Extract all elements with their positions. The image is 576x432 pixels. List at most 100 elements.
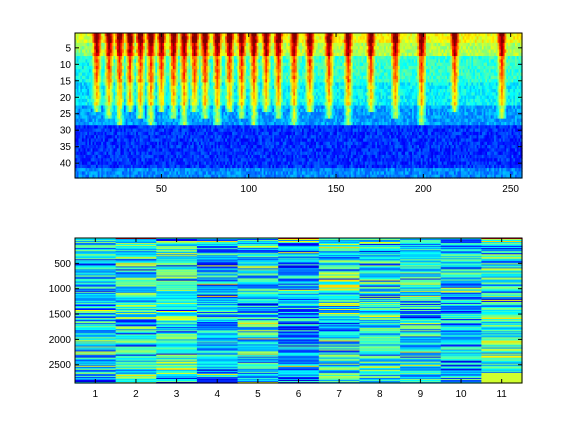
spectrogram-cell <box>251 69 254 74</box>
spectrogram-cell <box>391 36 394 41</box>
spectrogram-cell <box>366 62 369 67</box>
spectrogram-cell <box>317 52 321 57</box>
spectrogram-cell <box>212 62 216 67</box>
spectrogram-cell <box>108 62 111 67</box>
spectrogram-cell <box>83 79 87 84</box>
spectrogram-cell <box>162 56 165 60</box>
spectrogram-cell <box>502 75 506 80</box>
spectrogram-cell <box>169 46 172 51</box>
spectrogram-cell <box>429 42 432 47</box>
spectrogram-cell <box>134 79 137 84</box>
spectrogram-cell <box>176 89 179 93</box>
spectrogram-cell <box>455 59 458 64</box>
spectrogram-cell <box>457 56 460 60</box>
spectrogram-cell <box>237 72 240 77</box>
spectrogram-cell <box>467 92 471 97</box>
spectrogram-cell <box>352 79 355 84</box>
spectrogram-cell <box>504 56 507 60</box>
spectrogram-cell <box>452 56 455 60</box>
spectrogram-cell <box>357 46 361 51</box>
spectrogram-cell <box>249 36 252 41</box>
spectrogram-cell <box>185 46 188 51</box>
spectrogram-cell <box>385 49 389 54</box>
spectrogram-cell <box>448 92 452 97</box>
spectrogram-cell <box>190 79 193 84</box>
spectrogram-cell <box>260 36 263 41</box>
spectrogram-cell <box>233 69 237 74</box>
spectrogram-cell <box>87 85 90 90</box>
spectrogram-cell <box>115 39 118 44</box>
spectrogram-cell <box>322 36 326 41</box>
spectrogram-cell <box>300 56 303 60</box>
spectrogram-cell <box>317 79 321 84</box>
spectrogram-cell <box>127 56 130 60</box>
spectrogram-cell <box>502 72 506 77</box>
spectrogram-cell <box>281 49 284 54</box>
spectrogram-cell <box>88 95 92 100</box>
spectrogram-cell <box>123 56 127 60</box>
spectrogram-cell <box>132 42 135 47</box>
spectrogram-cell <box>406 85 410 90</box>
spectrogram-cell <box>307 89 310 93</box>
spectrogram-cell <box>75 36 78 41</box>
spectrogram-cell <box>122 85 125 90</box>
spectrogram-cell <box>223 89 226 93</box>
spectrogram-cell <box>249 75 252 80</box>
spectrogram-cell <box>389 46 392 51</box>
spectrogram-cell <box>256 75 259 80</box>
spectrogram-cell <box>349 72 352 77</box>
spectrogram-cell <box>399 92 403 97</box>
spectrogram-cell <box>254 69 258 74</box>
spectrogram-cell <box>81 92 85 97</box>
spectrogram-cell <box>434 62 438 67</box>
spectrogram-cell <box>405 69 408 74</box>
spectrogram-cell <box>157 65 160 70</box>
spectrogram-cell <box>403 33 406 37</box>
spectrogram-cell <box>466 49 469 54</box>
spectrogram-cell <box>225 49 228 54</box>
spectrogram-cell <box>506 59 509 64</box>
spectrogram-cell <box>225 39 228 44</box>
spectrogram-cell <box>148 95 151 100</box>
spectrogram-cell <box>150 39 153 44</box>
spectrogram-cell <box>90 52 94 57</box>
spectrogram-cell <box>197 75 200 80</box>
spectrogram-cell <box>148 49 151 54</box>
spectrogram-cell <box>165 79 169 84</box>
spectrogram-cell <box>209 42 212 47</box>
spectrogram-cell <box>211 59 214 64</box>
spectrogram-cell <box>223 82 226 87</box>
spectrogram-cell <box>314 46 317 51</box>
spectrogram-cell <box>239 62 242 67</box>
spectrogram-cell <box>481 49 485 54</box>
spectrogram-cell <box>97 46 101 51</box>
spectrogram-cell <box>80 82 83 87</box>
spectrogram-cell <box>298 92 301 97</box>
spectrogram-cell <box>368 39 371 44</box>
spectrogram-cell <box>326 92 329 97</box>
spectrogram-cell <box>247 59 251 64</box>
spectrogram-cell <box>487 92 490 97</box>
spectrogram-cell <box>364 59 368 64</box>
spectrogram-cell <box>246 52 249 57</box>
spectrogram-cell <box>115 82 118 87</box>
spectrogram-cell <box>216 75 219 80</box>
spectrogram-cell <box>329 42 333 47</box>
spectrogram-cell <box>431 42 434 47</box>
spectrogram-cell <box>314 79 317 84</box>
spectrogram-cell <box>186 62 190 67</box>
spectrogram-cell <box>387 59 390 64</box>
spectrogram-cell <box>350 82 354 87</box>
spectrogram-cell <box>425 72 429 77</box>
spectrogram-cell <box>363 75 366 80</box>
spectrogram-cell <box>448 79 452 84</box>
spectrogram-cell <box>109 62 113 67</box>
spectrogram-cell <box>347 39 350 44</box>
spectrogram-cell <box>333 62 336 67</box>
spectrogram-cell <box>202 89 205 93</box>
spectrogram-cell <box>122 89 125 93</box>
spectrogram-cell <box>171 39 174 44</box>
spectrogram-cell <box>405 52 408 57</box>
spectrogram-cell <box>422 89 425 93</box>
spectrogram-cell <box>410 85 413 90</box>
